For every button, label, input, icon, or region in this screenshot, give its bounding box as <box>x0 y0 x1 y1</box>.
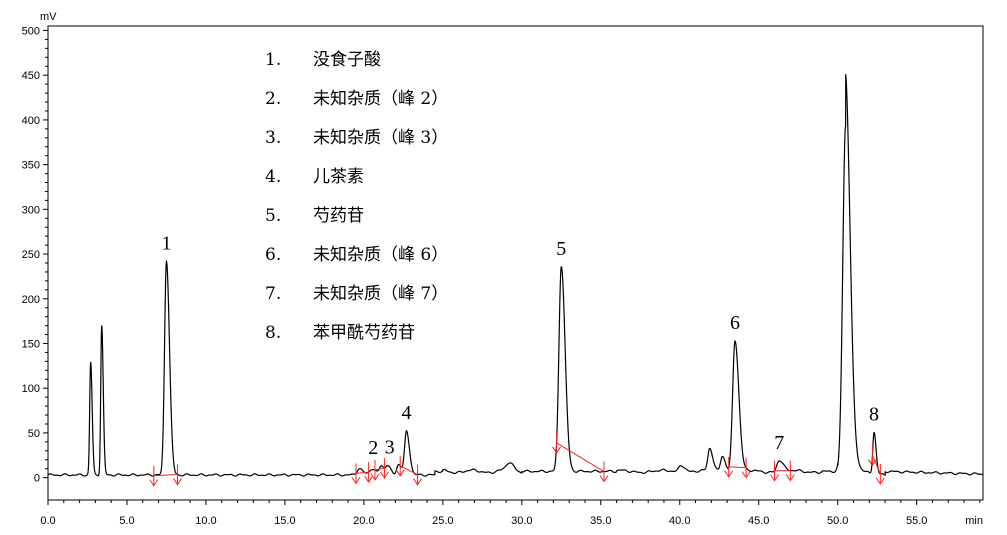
signal-trace <box>47 74 984 477</box>
integration-arrow <box>724 470 734 478</box>
y-tick-label: 150 <box>22 338 40 350</box>
x-tick-label: 20.0 <box>353 515 374 527</box>
integration-arrow <box>770 474 779 482</box>
integration-arrow <box>351 477 361 485</box>
y-tick-label: 400 <box>22 115 40 127</box>
legend-name: 未知杂质（峰 6） <box>313 245 448 265</box>
integration-arrow <box>379 471 389 479</box>
y-tick-label: 450 <box>22 70 40 82</box>
integration-arrow <box>370 473 380 481</box>
peak-label-1: 1 <box>161 232 171 254</box>
integration-arrow <box>868 459 877 467</box>
chromatogram-trace <box>47 74 984 477</box>
integration-baseline <box>556 442 605 472</box>
legend-name: 未知杂质（峰 2） <box>313 89 448 109</box>
peak-label-5: 5 <box>556 238 566 260</box>
integration-arrow <box>364 475 374 483</box>
legend-number: 6. <box>265 245 281 265</box>
x-tick-label: 30.0 <box>511 515 532 527</box>
y-tick-label: 0 <box>34 473 40 485</box>
legend-name: 苯甲酰芍药苷 <box>313 323 415 343</box>
x-tick-label: 0.0 <box>40 515 55 527</box>
integration-arrow <box>413 478 422 486</box>
x-tick-label: 55.0 <box>906 515 927 527</box>
integration-arrow <box>173 478 182 486</box>
integration-arrow <box>552 446 561 454</box>
legend-number: 5. <box>265 206 281 226</box>
y-tick-label: 500 <box>22 25 40 37</box>
x-tick-label: 50.0 <box>827 515 848 527</box>
legend-name: 未知杂质（峰 7） <box>313 284 448 304</box>
y-tick-label: 200 <box>22 294 40 306</box>
integration-baseline <box>728 466 747 469</box>
integration-markers <box>149 432 885 487</box>
x-unit-label: min <box>965 515 983 527</box>
axes: 0.0 5.0 10.0 15.0 20.0 25.0 30.0 35.0 40.0 45.0 50… <box>22 11 983 527</box>
y-tick-label: 250 <box>22 249 40 261</box>
integration-baseline <box>871 455 881 475</box>
legend-name: 儿茶素 <box>313 167 364 187</box>
y-tick-label: 50 <box>28 428 40 440</box>
legend-number: 3. <box>265 128 281 148</box>
peak-label-2: 2 <box>368 437 378 459</box>
integration-arrow <box>149 479 159 487</box>
integration-arrow <box>875 477 885 485</box>
integration-arrow <box>395 469 405 477</box>
peak-label-7: 7 <box>774 432 784 454</box>
peak-label-4: 4 <box>402 402 412 424</box>
compound-legend: 1. 没食子酸 2. 未知杂质（峰 2） 3. 未知杂质（峰 3） 4. 儿茶素 5. 芍药苷 6.… <box>265 50 448 343</box>
integration-arrow <box>785 474 795 482</box>
peak-label-6: 6 <box>730 312 740 334</box>
integration-baseline <box>399 465 418 476</box>
peak-label-8: 8 <box>869 404 879 426</box>
x-tick-label: 40.0 <box>669 515 690 527</box>
y-tick-label: 100 <box>22 383 40 395</box>
legend-number: 2. <box>265 89 281 109</box>
integration-baseline <box>374 467 385 471</box>
y-tick-label: 350 <box>22 160 40 172</box>
x-tick-label: 25.0 <box>432 515 453 527</box>
y-tick-label: 300 <box>22 204 40 216</box>
x-tick-label: 5.0 <box>119 515 134 527</box>
x-tick-label: 15.0 <box>274 515 295 527</box>
integration-arrow <box>599 475 609 483</box>
legend-number: 1. <box>265 50 281 70</box>
legend-name: 芍药苷 <box>313 206 364 226</box>
x-tick-label: 10.0 <box>195 515 216 527</box>
peak-label-3: 3 <box>385 436 395 458</box>
integration-baseline <box>153 474 178 477</box>
integration-baseline <box>355 471 369 474</box>
legend-name: 没食子酸 <box>313 50 381 70</box>
x-tick-label: 35.0 <box>590 515 611 527</box>
peak-labels: 1 2 34 5 6 7 8 <box>161 232 879 458</box>
y-unit-label: mV <box>40 11 57 23</box>
integration-arrow <box>741 471 751 479</box>
x-tick-label: 45.0 <box>748 515 769 527</box>
legend-number: 8. <box>265 323 281 343</box>
legend-number: 7. <box>265 284 281 304</box>
legend-number: 4. <box>265 167 281 187</box>
legend-name: 未知杂质（峰 3） <box>313 128 448 148</box>
